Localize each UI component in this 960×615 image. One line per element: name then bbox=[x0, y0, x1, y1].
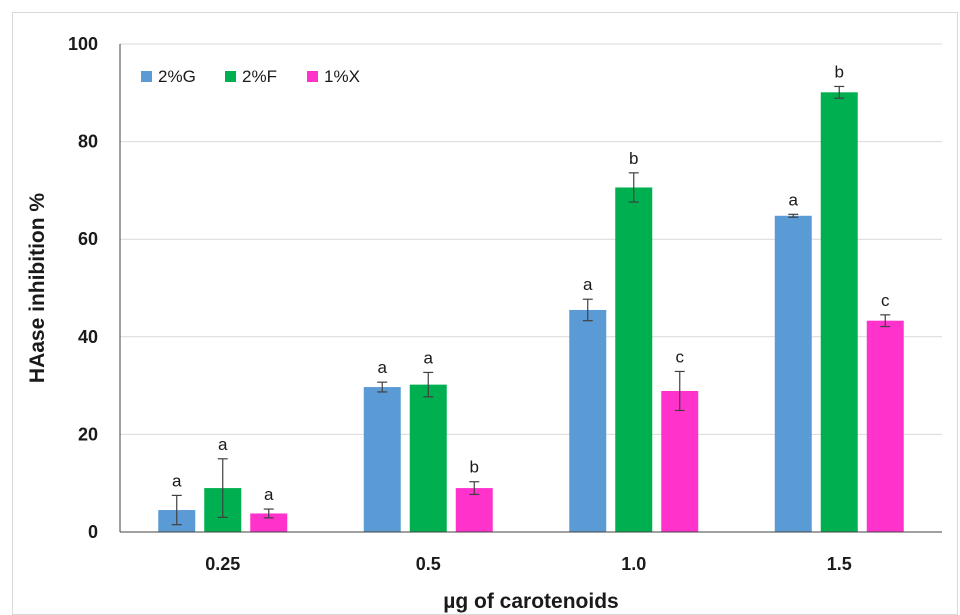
significance-letter: a bbox=[218, 435, 228, 454]
bars bbox=[158, 92, 904, 533]
x-tick-label: 1.0 bbox=[621, 554, 646, 574]
significance-letter: b bbox=[629, 149, 638, 168]
legend-label: 1%X bbox=[324, 67, 360, 86]
significance-letter: a bbox=[789, 190, 799, 209]
significance-letter: a bbox=[172, 471, 182, 490]
y-tick-label: 100 bbox=[68, 34, 98, 54]
bar bbox=[250, 513, 288, 532]
x-tick-labels: 0.25 0.5 1.0 1.5 bbox=[205, 554, 852, 574]
bar bbox=[363, 387, 401, 532]
legend-label: 2%G bbox=[158, 67, 196, 86]
legend-swatch bbox=[225, 71, 236, 82]
significance-letter: a bbox=[424, 348, 434, 367]
y-tick-label: 80 bbox=[78, 132, 98, 152]
significance-letters: a a a a a b a b c a b c bbox=[172, 62, 890, 504]
x-axis-label: µg of carotenoids bbox=[443, 590, 618, 613]
bar bbox=[774, 215, 812, 532]
bar bbox=[661, 390, 699, 532]
axes bbox=[119, 44, 942, 533]
y-tick-label: 60 bbox=[78, 229, 98, 249]
y-tick-label: 20 bbox=[78, 424, 98, 444]
legend-label: 2%F bbox=[242, 67, 277, 86]
legend: 2%G 2%F 1%X bbox=[141, 67, 360, 86]
legend-swatch bbox=[141, 71, 152, 82]
y-axis-label: HAase inhibition % bbox=[26, 193, 49, 384]
significance-letter: c bbox=[881, 291, 890, 310]
x-tick-label: 0.25 bbox=[205, 554, 240, 574]
significance-letter: b bbox=[835, 62, 844, 81]
x-tick-label: 1.5 bbox=[827, 554, 852, 574]
bar bbox=[409, 384, 447, 532]
error-bars bbox=[171, 85, 891, 526]
bar bbox=[866, 320, 904, 532]
x-tick-label: 0.5 bbox=[416, 554, 441, 574]
significance-letter: c bbox=[676, 347, 685, 366]
significance-letter: a bbox=[583, 275, 593, 294]
y-tick-label: 0 bbox=[88, 522, 98, 542]
significance-letter: a bbox=[264, 485, 274, 504]
bar bbox=[569, 309, 607, 532]
y-tick-label: 40 bbox=[78, 327, 98, 347]
bar bbox=[615, 187, 653, 533]
bar bbox=[455, 488, 493, 532]
legend-swatch bbox=[307, 71, 318, 82]
significance-letter: b bbox=[470, 458, 479, 477]
significance-letter: a bbox=[378, 358, 388, 377]
bar bbox=[820, 92, 858, 532]
gridlines bbox=[120, 43, 942, 435]
y-tick-labels: 0 20 40 60 80 100 bbox=[68, 34, 98, 542]
